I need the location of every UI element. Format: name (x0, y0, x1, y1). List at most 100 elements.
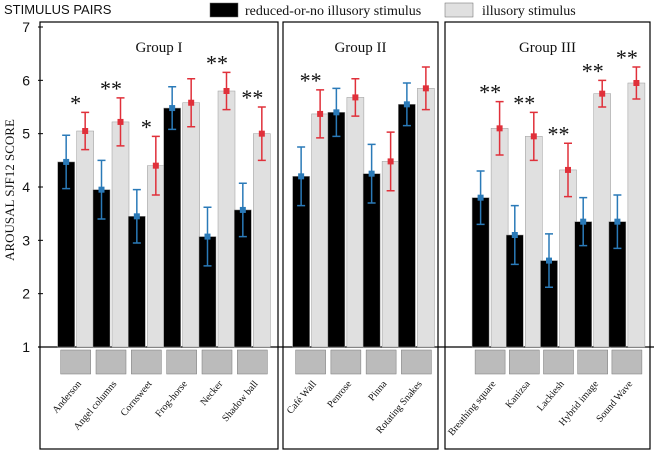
bar (398, 104, 416, 348)
mean-marker (546, 257, 552, 264)
mean-marker (614, 218, 621, 225)
thumbnail (166, 349, 197, 375)
significance-stars: * (70, 90, 81, 115)
mean-marker (530, 133, 537, 140)
mean-marker (204, 233, 211, 240)
group-title: Group I (135, 40, 182, 56)
mean-marker (352, 94, 359, 101)
bar (163, 107, 181, 348)
x-tick-label: Penrose (325, 378, 354, 410)
significance-stars: ** (513, 90, 535, 115)
x-tick-label: Café Wall (285, 379, 319, 417)
bar (593, 93, 611, 348)
bar (311, 113, 329, 348)
legend-swatch (209, 2, 239, 18)
mean-marker (317, 110, 324, 117)
significance-stars: ** (548, 121, 570, 146)
thumbnail (131, 349, 162, 375)
thumbnail (365, 349, 397, 375)
mean-marker (258, 130, 265, 137)
mean-marker (387, 158, 394, 165)
significance-stars: ** (241, 85, 263, 110)
x-tick-label: Kanizsa (503, 378, 532, 410)
group-box (282, 21, 439, 450)
mean-marker (565, 166, 571, 173)
x-tick-label: Shadow ball (220, 379, 261, 424)
thumbnail (201, 349, 233, 375)
significance-stars: ** (582, 58, 604, 83)
thumbnail (543, 349, 574, 375)
mean-marker (63, 158, 70, 165)
significance-stars: ** (206, 50, 228, 75)
thumbnail (237, 349, 268, 375)
y-tick-label: 5 (22, 126, 30, 142)
mean-marker (403, 101, 410, 108)
thumbnail (401, 349, 432, 375)
x-tick-label: Lackiesh (535, 379, 567, 414)
mean-marker (117, 118, 124, 125)
y-tick-label: 1 (22, 339, 30, 355)
mean-marker (188, 99, 195, 106)
mean-marker (152, 162, 159, 169)
mean-marker (477, 194, 484, 201)
thumbnail (60, 349, 91, 375)
mean-marker (82, 128, 89, 134)
group-box (444, 21, 651, 450)
mean-marker (511, 232, 518, 238)
thumbnail (611, 349, 643, 375)
x-tick-label: Cornsweet (119, 379, 155, 419)
significance-stars: ** (479, 80, 501, 105)
x-tick-label: Pinna (366, 378, 389, 403)
legend-swatch (444, 2, 474, 18)
thumbnail (509, 349, 540, 375)
mean-marker (133, 213, 140, 220)
significance-stars: ** (100, 76, 122, 101)
bar (253, 133, 271, 348)
mean-marker (239, 206, 246, 213)
legend-label: reduced-or-no illusory stimulus (245, 4, 421, 19)
thumbnail (474, 349, 506, 375)
x-tick-label: Breathing square (446, 378, 499, 438)
legend-title: STIMULUS PAIRS (4, 2, 112, 17)
bar (217, 90, 236, 348)
x-tick-label: Sound Wave (594, 378, 635, 424)
y-axis-label: AROUSAL SJF12 SCORE (2, 119, 17, 261)
bar (57, 161, 75, 348)
x-tick-label: Frog-horse (153, 378, 190, 419)
significance-stars: ** (300, 68, 322, 93)
y-tick-label: 3 (22, 232, 30, 248)
mean-marker (298, 173, 305, 180)
group-title: Group III (519, 40, 576, 56)
mean-marker (223, 88, 230, 94)
thumbnail (295, 349, 326, 375)
thumbnail (95, 349, 127, 375)
bar (417, 88, 435, 348)
x-tick-label: Necker (198, 378, 225, 408)
bar (490, 128, 509, 348)
bar (525, 136, 543, 348)
bar (111, 121, 130, 348)
bar (327, 112, 346, 348)
group-title: Group II (334, 40, 386, 56)
x-tick-label: Anderson (51, 379, 84, 416)
bar (346, 97, 365, 348)
y-tick-label: 4 (22, 179, 30, 195)
mean-marker (496, 125, 503, 132)
mean-marker (599, 90, 606, 97)
group-box (39, 21, 279, 450)
y-tick-label: 7 (22, 19, 30, 35)
significance-stars: * (141, 114, 152, 139)
mean-marker (368, 170, 375, 177)
mean-marker (422, 85, 429, 92)
bar (627, 82, 646, 348)
bar (182, 102, 200, 348)
bar (76, 130, 94, 348)
mean-marker (580, 218, 587, 225)
mean-marker (98, 186, 105, 193)
y-tick-label: 2 (22, 286, 30, 302)
significance-stars: ** (616, 45, 638, 70)
y-tick-label: 6 (22, 72, 30, 88)
legend-label: illusory stimulus (482, 4, 576, 19)
thumbnail (577, 349, 608, 375)
